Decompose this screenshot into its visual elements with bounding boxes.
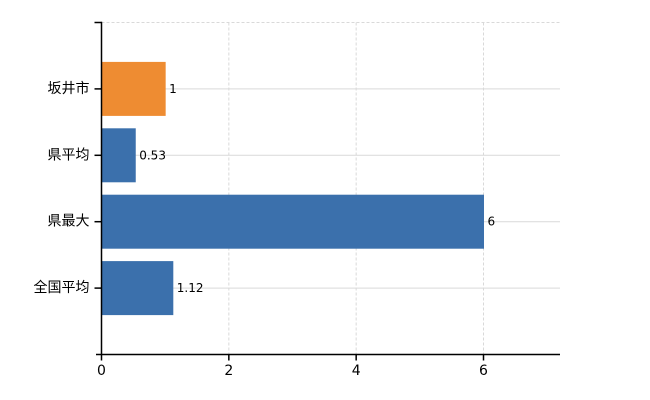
bar-value-label: 1.12 <box>177 281 204 295</box>
x-axis-tick-label: 2 <box>224 363 233 379</box>
bar-value-label: 1 <box>169 82 177 96</box>
y-axis-category-label: 全国平均 <box>34 279 90 296</box>
bar <box>102 194 484 249</box>
bar-value-label: 6 <box>488 215 496 229</box>
x-axis-tick-label: 0 <box>97 363 106 379</box>
bar-value-label: 0.53 <box>139 148 166 162</box>
bar <box>102 128 136 183</box>
y-axis-category-label: 県最大 <box>48 214 90 230</box>
x-axis-tick-label: 4 <box>352 363 361 379</box>
x-axis-tick-label: 6 <box>479 363 488 379</box>
bar <box>102 261 174 316</box>
y-axis-category-label: 県平均 <box>48 147 90 163</box>
bar <box>102 61 166 116</box>
y-axis-category-label: 坂井市 <box>48 80 90 97</box>
